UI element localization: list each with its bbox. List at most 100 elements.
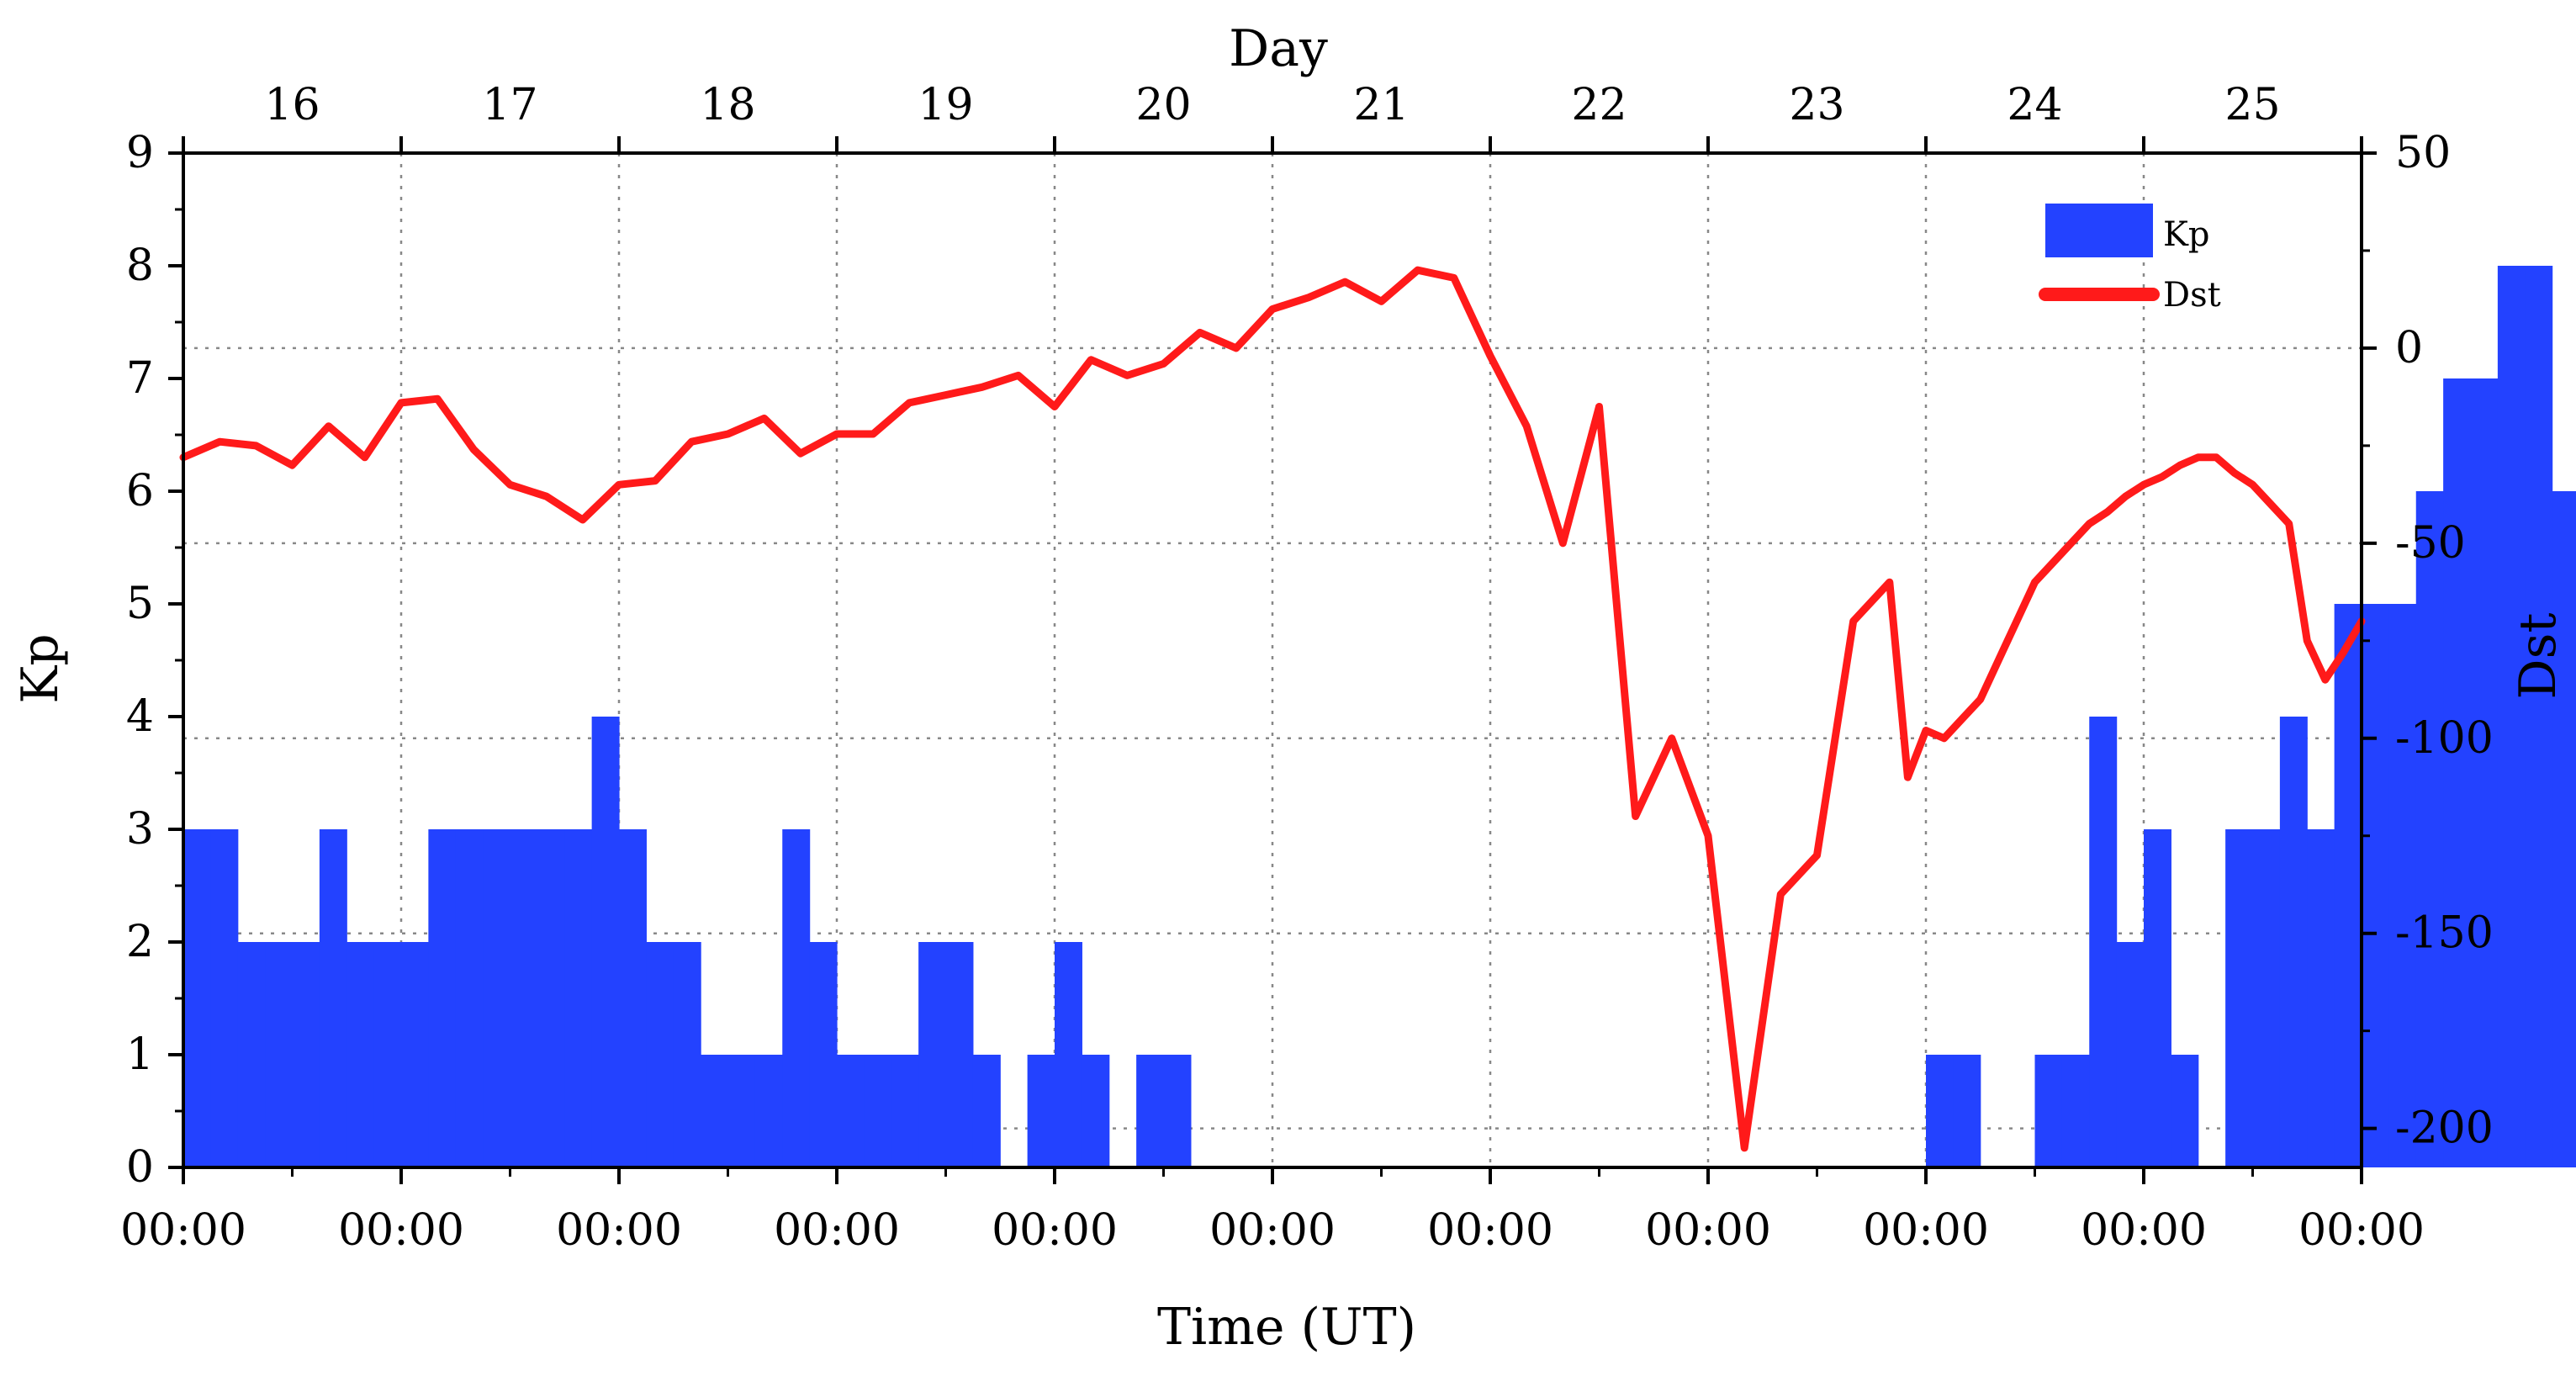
kp-bar xyxy=(673,942,701,1167)
right-axis-title: Dst xyxy=(2509,612,2568,699)
kp-bar xyxy=(2225,829,2254,1167)
kp-bar xyxy=(2362,604,2389,1167)
day-tick-label: 19 xyxy=(918,80,973,130)
dst-tick-label: -150 xyxy=(2395,908,2494,959)
kp-bar xyxy=(1926,1055,1954,1167)
kp-bar xyxy=(1953,1055,1981,1167)
kp-bar xyxy=(2388,604,2417,1167)
time-tick-label: 00:00 xyxy=(1209,1205,1336,1256)
kp-bar xyxy=(2034,1055,2063,1167)
time-tick-label: 00:00 xyxy=(1427,1205,1553,1256)
kp-tick-label: 3 xyxy=(126,804,154,855)
kp-tick-label: 6 xyxy=(126,466,154,516)
kp-bar xyxy=(972,1055,1001,1167)
kp-bar xyxy=(428,829,457,1167)
kp-bar xyxy=(183,829,211,1167)
kp-bar xyxy=(2279,717,2308,1167)
kp-bar xyxy=(2307,829,2335,1167)
time-tick-label: 00:00 xyxy=(120,1205,246,1256)
kp-bar xyxy=(918,942,947,1167)
bottom-axis-title: Time (UT) xyxy=(1157,1298,1416,1357)
kp-bar xyxy=(1027,1055,1055,1167)
kp-tick-label: 7 xyxy=(126,353,154,404)
legend[interactable]: Kp Dst xyxy=(2039,204,2221,315)
kp-bar xyxy=(2525,266,2553,1167)
kp-bar xyxy=(2415,491,2444,1167)
kp-tick-label: 5 xyxy=(126,579,154,629)
dst-tick-label: 0 xyxy=(2395,323,2423,373)
kp-bar xyxy=(754,1055,783,1167)
kp-bar xyxy=(237,942,266,1167)
dst-tick-label: -200 xyxy=(2395,1103,2494,1154)
kp-bar xyxy=(891,1055,919,1167)
kp-bar xyxy=(2171,1055,2199,1167)
kp-bar xyxy=(2116,942,2145,1167)
kp-bar xyxy=(945,942,974,1167)
kp-bar xyxy=(701,1055,729,1167)
left-axis-title: Kp xyxy=(11,633,70,703)
day-tick-label: 24 xyxy=(2007,80,2062,130)
kp-bar xyxy=(782,829,811,1167)
kp-bar xyxy=(2552,491,2576,1167)
time-tick-label: 00:00 xyxy=(1645,1205,1771,1256)
kp-bar xyxy=(864,1055,892,1167)
legend-kp-label: Kp xyxy=(2163,215,2210,254)
kp-bar xyxy=(537,829,565,1167)
kp-bar xyxy=(619,829,647,1167)
time-tick-label: 00:00 xyxy=(992,1205,1118,1256)
kp-bar xyxy=(210,829,239,1167)
kp-bar xyxy=(401,942,429,1167)
kp-bar xyxy=(837,1055,865,1167)
day-tick-label: 17 xyxy=(482,80,537,130)
legend-kp-swatch xyxy=(2045,204,2153,257)
kp-tick-label: 9 xyxy=(126,128,154,178)
time-tick-label: 00:00 xyxy=(774,1205,900,1256)
kp-bar xyxy=(455,829,484,1167)
top-axis-title: Day xyxy=(1229,19,1328,78)
day-tick-label: 22 xyxy=(1571,80,1627,130)
kp-bar xyxy=(2470,378,2499,1167)
kp-bar xyxy=(292,942,320,1167)
kp-bar xyxy=(2144,829,2171,1167)
day-tick-label: 16 xyxy=(264,80,320,130)
time-tick-label: 00:00 xyxy=(2298,1205,2425,1256)
kp-bar xyxy=(510,829,538,1167)
kp-bar xyxy=(2497,266,2526,1167)
dst-line xyxy=(179,266,2366,1152)
kp-tick-label: 8 xyxy=(126,241,154,291)
kp-series xyxy=(183,266,2576,1167)
kp-bar xyxy=(1163,1055,1192,1167)
kp-tick-label: 1 xyxy=(126,1029,154,1080)
kp-bar xyxy=(2061,1055,2090,1167)
kp-tick-label: 2 xyxy=(126,917,154,967)
kp-tick-label: 4 xyxy=(126,691,154,742)
dst-series xyxy=(179,266,2366,1152)
dst-tick-label: -50 xyxy=(2395,518,2466,569)
kp-bar xyxy=(727,1055,756,1167)
kp-bar xyxy=(2252,829,2281,1167)
kp-bar xyxy=(1055,942,1082,1167)
time-tick-label: 00:00 xyxy=(338,1205,464,1256)
time-tick-label: 00:00 xyxy=(2081,1205,2207,1256)
day-tick-label: 18 xyxy=(700,80,755,130)
kp-bar xyxy=(1082,1055,1110,1167)
dst-tick-label: -100 xyxy=(2395,713,2494,764)
time-tick-label: 00:00 xyxy=(1863,1205,1989,1256)
kp-bar xyxy=(564,829,593,1167)
kp-bar xyxy=(373,942,402,1167)
legend-dst-label: Dst xyxy=(2163,276,2221,315)
day-tick-label: 21 xyxy=(1353,80,1409,130)
kp-bar xyxy=(809,942,838,1167)
kp-bar xyxy=(2089,717,2118,1167)
day-tick-label: 25 xyxy=(2224,80,2280,130)
kp-tick-label: 0 xyxy=(126,1142,154,1193)
day-tick-label: 23 xyxy=(1789,80,1844,130)
kp-bar xyxy=(265,942,294,1167)
kp-bar xyxy=(483,829,511,1167)
kp-bar xyxy=(346,942,375,1167)
kp-bar xyxy=(2443,378,2472,1167)
kp-bar xyxy=(646,942,674,1167)
kp-bar xyxy=(1136,1055,1165,1167)
